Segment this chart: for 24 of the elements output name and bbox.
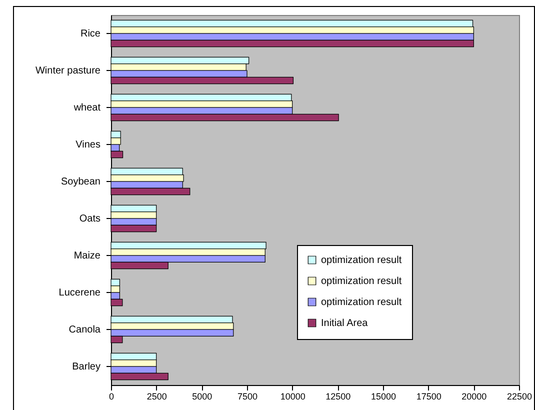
x-tick-label: 15000 bbox=[370, 392, 396, 402]
x-tick-label: 22500 bbox=[506, 392, 532, 402]
y-tick-label: Rice bbox=[80, 28, 101, 40]
y-tick-label: Barley bbox=[72, 362, 100, 372]
legend-label: Initial Area bbox=[321, 318, 368, 329]
legend-label: optimization result bbox=[321, 276, 402, 287]
x-tick-label: 20000 bbox=[462, 392, 487, 402]
y-tick-label: Soybean bbox=[61, 176, 100, 188]
y-tick-label: Canola bbox=[68, 324, 101, 336]
y-tick-label: Oats bbox=[79, 214, 100, 224]
legend-label: optimization result bbox=[321, 297, 402, 308]
x-tick-label: 12500 bbox=[326, 392, 351, 402]
y-tick-label: Maize bbox=[74, 250, 101, 262]
y-tick-label: Winter pasture bbox=[35, 66, 101, 76]
x-tick-label: 7500 bbox=[237, 392, 258, 402]
x-tick-label: 5000 bbox=[192, 392, 212, 402]
legend-label: optimization result bbox=[321, 255, 402, 266]
y-tick-label: Lucerene bbox=[58, 288, 101, 298]
y-tick-label: wheat bbox=[72, 102, 101, 114]
y-tick-label: Vines bbox=[76, 140, 100, 150]
x-tick-label: 17500 bbox=[416, 392, 442, 402]
x-tick-label: 0 bbox=[108, 392, 114, 402]
x-tick-label: 10000 bbox=[280, 392, 306, 402]
x-tick-label: 2500 bbox=[146, 392, 167, 402]
